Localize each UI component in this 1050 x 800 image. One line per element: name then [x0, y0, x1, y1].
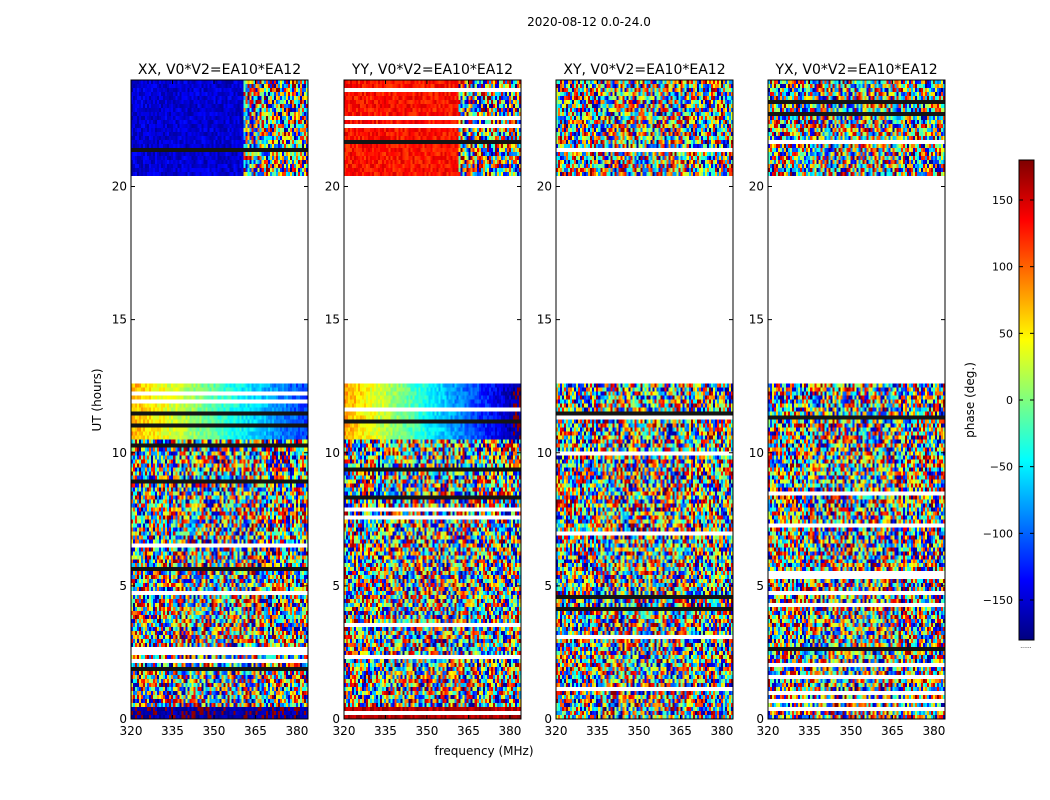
x-tick-label: 380 — [922, 724, 945, 738]
x-tick-label: 380 — [498, 724, 521, 738]
phase-waterfall-xy — [556, 80, 733, 719]
y-axis-label: UT (hours) — [90, 368, 104, 431]
x-tick-label: 380 — [285, 724, 308, 738]
y-tick-label: 5 — [332, 579, 340, 593]
y-tick-label: 20 — [537, 180, 552, 194]
y-tick-label: 10 — [325, 446, 340, 460]
axes-frame — [130, 79, 309, 720]
panels-group: XX, V0*V2=EA10*EA12 320 335 350 365 380 0 5 10 15… — [112, 62, 946, 738]
y-tick-label: 15 — [112, 313, 127, 327]
x-tick-label: 335 — [798, 724, 821, 738]
y-tick-label: 0 — [756, 712, 764, 726]
x-tick-label: 350 — [840, 724, 863, 738]
colorbar-footer: ...... — [1020, 643, 1032, 650]
y-tick-label: 10 — [537, 446, 552, 460]
colorbar-tick-label: 150 — [992, 194, 1013, 207]
panel-title: XX, V0*V2=EA10*EA12 — [138, 62, 301, 78]
x-tick-label: 335 — [161, 724, 184, 738]
colorbar-tick-label: 0 — [1006, 394, 1013, 407]
y-tick-label: 5 — [756, 579, 764, 593]
x-tick-label: 350 — [203, 724, 226, 738]
panel-title: YX, V0*V2=EA10*EA12 — [774, 62, 937, 78]
colorbar-tick-label: 100 — [992, 261, 1013, 274]
y-tick-label: 0 — [332, 712, 340, 726]
x-tick-label: 335 — [374, 724, 397, 738]
y-tick-label: 15 — [537, 313, 552, 327]
colorbar-label: phase (deg.) — [963, 362, 977, 438]
phase-waterfall-yy — [344, 80, 521, 719]
panel-title: XY, V0*V2=EA10*EA12 — [563, 62, 725, 78]
colorbar-tick-label: 50 — [999, 327, 1013, 340]
y-tick-label: 5 — [544, 579, 552, 593]
phase-waterfall-xx — [131, 80, 308, 719]
y-tick-label: 15 — [749, 313, 764, 327]
axes-frame — [343, 79, 522, 720]
x-tick-label: 335 — [586, 724, 609, 738]
colorbar-tick-label: −50 — [990, 461, 1013, 474]
x-tick-label: 380 — [710, 724, 733, 738]
panel-yy: YY, V0*V2=EA10*EA12 320 335 350 365 380 0 5 10 15… — [325, 62, 522, 738]
x-tick-label: 365 — [457, 724, 480, 738]
y-tick-label: 10 — [112, 446, 127, 460]
x-tick-label: 320 — [545, 724, 568, 738]
phase-waterfall-yx — [768, 80, 945, 719]
axes-frame — [767, 79, 946, 720]
colorbar-tick-label: −150 — [983, 594, 1013, 607]
x-tick-label: 365 — [881, 724, 904, 738]
y-tick-label: 20 — [749, 180, 764, 194]
panel-title: YY, V0*V2=EA10*EA12 — [351, 62, 513, 78]
x-axis-label: frequency (MHz) — [434, 744, 533, 758]
y-tick-label: 0 — [544, 712, 552, 726]
panel-xy: XY, V0*V2=EA10*EA12 320 335 350 365 380 0 5 10 15… — [537, 62, 734, 738]
x-tick-label: 350 — [628, 724, 651, 738]
y-tick-label: 0 — [119, 712, 127, 726]
x-tick-label: 320 — [333, 724, 356, 738]
y-tick-label: 5 — [119, 579, 127, 593]
panel-yx: YX, V0*V2=EA10*EA12 320 335 350 365 380 0 5 10 15… — [749, 62, 946, 738]
colorbar-tick-label: −100 — [983, 527, 1013, 540]
x-tick-label: 365 — [669, 724, 692, 738]
y-tick-label: 15 — [325, 313, 340, 327]
x-tick-label: 320 — [757, 724, 780, 738]
x-tick-label: 365 — [244, 724, 267, 738]
y-tick-label: 20 — [112, 180, 127, 194]
panel-xx: XX, V0*V2=EA10*EA12 320 335 350 365 380 0 5 10 15… — [112, 62, 309, 738]
colorbar: 150 100 50 0 −50 −100 −150 — [983, 159, 1035, 641]
x-tick-label: 350 — [416, 724, 439, 738]
figure-suptitle: 2020-08-12 0.0-24.0 — [527, 15, 651, 29]
y-tick-label: 10 — [749, 446, 764, 460]
x-tick-label: 320 — [120, 724, 143, 738]
y-tick-label: 20 — [325, 180, 340, 194]
axes-frame — [555, 79, 734, 720]
